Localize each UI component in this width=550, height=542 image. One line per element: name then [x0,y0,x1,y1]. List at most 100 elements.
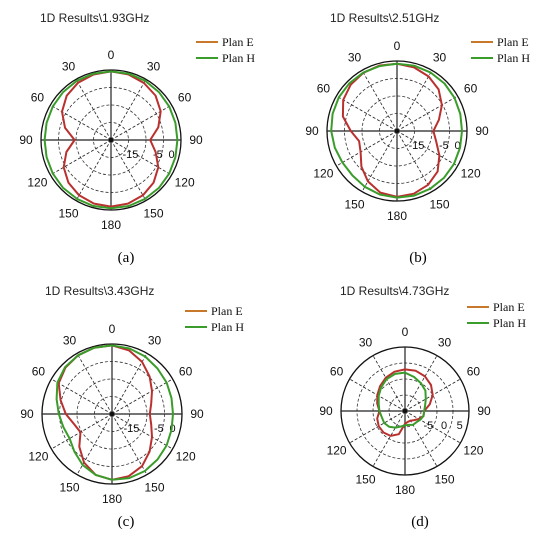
grid-spoke [349,410,406,444]
legend-label-plan-e: Plan E [211,304,243,318]
chart-title: 1D Results\2.51GHz [330,11,439,25]
radial-tick-label: -15 [123,423,139,435]
angle-tick-label: 180 [395,483,415,497]
grid-spoke [50,104,112,141]
grid-spoke [396,95,458,132]
chart-title: 1D Results\4.73GHz [340,284,449,298]
panel-caption: (b) [409,250,427,266]
legend-label-plan-h: Plan H [493,316,526,330]
polar-chart-d: 1D Results\4.73GHz 0 30 60 90 120 150 180 150 120… [319,284,526,530]
angle-tick-label: 30 [148,333,162,347]
legend-label-plan-h: Plan H [222,51,255,65]
radial-tick-label: 0 [169,149,175,161]
legend-label-plan-e: Plan E [222,35,254,49]
angle-tick-label: 60 [31,91,45,105]
radial-tick-label: 5 [457,420,463,432]
angle-tick-label: 120 [461,167,481,181]
angle-tick-label: 120 [28,450,48,464]
angle-tick-label: 180 [387,209,407,223]
series-plan-h-line [55,344,174,481]
angle-tick-label: 120 [176,450,196,464]
angle-tick-label: 90 [319,404,333,418]
radial-tick-label: -15 [408,140,424,152]
panel-a: 1D Results\1.93GHz 0 30 60 90 120 150 180 150 120… [0,0,275,271]
center-point [108,137,114,143]
legend-label-plan-h: Plan H [211,320,244,334]
angle-tick-label: 60 [467,365,481,379]
radial-tick-label: 0 [170,423,176,435]
grid-spoke [50,139,112,176]
series-plan-h-line [330,62,463,199]
grid-spoke [361,130,398,192]
panel-d: 1D Results\4.73GHz 0 30 60 90 120 150 180 150 120… [275,271,550,542]
angle-tick-label: 150 [434,472,454,486]
chart-title: 1D Results\3.43GHz [45,284,154,298]
angle-tick-label: 150 [344,198,364,212]
grid-spoke [372,355,406,412]
angle-tick-label: 30 [359,336,373,350]
series-plan-h-line [43,70,179,210]
angle-tick-label: 90 [477,404,491,418]
center-point [394,128,400,134]
series-plan-e-line [376,368,434,437]
angle-tick-label: 150 [355,472,375,486]
angle-tick-label: 30 [433,50,447,64]
panel-caption: (d) [411,514,429,530]
angle-tick-label: 120 [175,176,195,190]
grid-spoke [361,70,398,132]
angle-tick-label: 180 [101,218,121,232]
grid-spoke [76,413,113,475]
radial-tick-label: -15 [122,149,138,161]
panel-caption: (c) [118,514,135,530]
polar-chart-b: 1D Results\2.51GHz 0 30 60 90 120 150 180 150 120… [305,11,530,266]
angle-tick-label: 150 [144,481,164,495]
angle-tick-label: 60 [464,82,478,96]
legend-label-plan-e: Plan E [493,300,525,314]
grid-spoke [111,413,148,475]
grid-spoke [404,410,461,444]
angle-tick-label: 150 [429,198,449,212]
grid-spoke [75,79,112,141]
radial-tick-label: 0 [441,420,447,432]
grid-spoke [111,413,173,450]
angle-tick-label: 60 [178,91,192,105]
grid-spoke [51,378,113,415]
angle-tick-label: 60 [317,82,331,96]
series-plan-e-line [341,62,443,198]
grid-spoke [51,413,113,450]
chart-title: 1D Results\1.93GHz [40,11,149,25]
series-plan-h-line [377,371,427,429]
angle-tick-label: 150 [58,207,78,221]
angle-tick-label: 0 [394,39,401,53]
center-point [402,408,408,414]
panel-b: 1D Results\2.51GHz 0 30 60 90 120 150 180 150 120… [275,0,550,271]
grid-spoke [75,139,112,201]
angle-tick-label: 90 [189,133,203,147]
radial-tick-label: -5 [154,423,164,435]
grid-spoke [396,130,458,167]
angle-tick-label: 150 [59,481,79,495]
angle-tick-label: 30 [438,336,452,350]
angle-tick-label: 90 [190,407,204,421]
radial-tick-label: -5 [153,149,163,161]
angle-tick-label: 90 [305,124,319,138]
angle-tick-label: 120 [327,444,347,458]
panel-caption: (a) [118,250,135,266]
angle-tick-label: 90 [19,133,33,147]
legend-label-plan-h: Plan H [497,51,530,65]
angle-tick-label: 30 [147,59,161,73]
angle-tick-label: 30 [348,50,362,64]
angle-tick-label: 180 [102,492,122,506]
grid-spoke [110,79,147,141]
angle-tick-label: 60 [330,365,344,379]
radial-tick-label: -5 [423,420,433,432]
grid-spoke [336,95,398,132]
angle-tick-label: 120 [463,444,483,458]
center-point [109,411,115,417]
grid-spoke [111,378,173,415]
angle-tick-label: 60 [179,365,193,379]
grid-spoke [372,410,406,467]
series-plan-e-line [61,70,162,208]
angle-tick-label: 60 [32,365,46,379]
grid-spoke [396,130,433,192]
